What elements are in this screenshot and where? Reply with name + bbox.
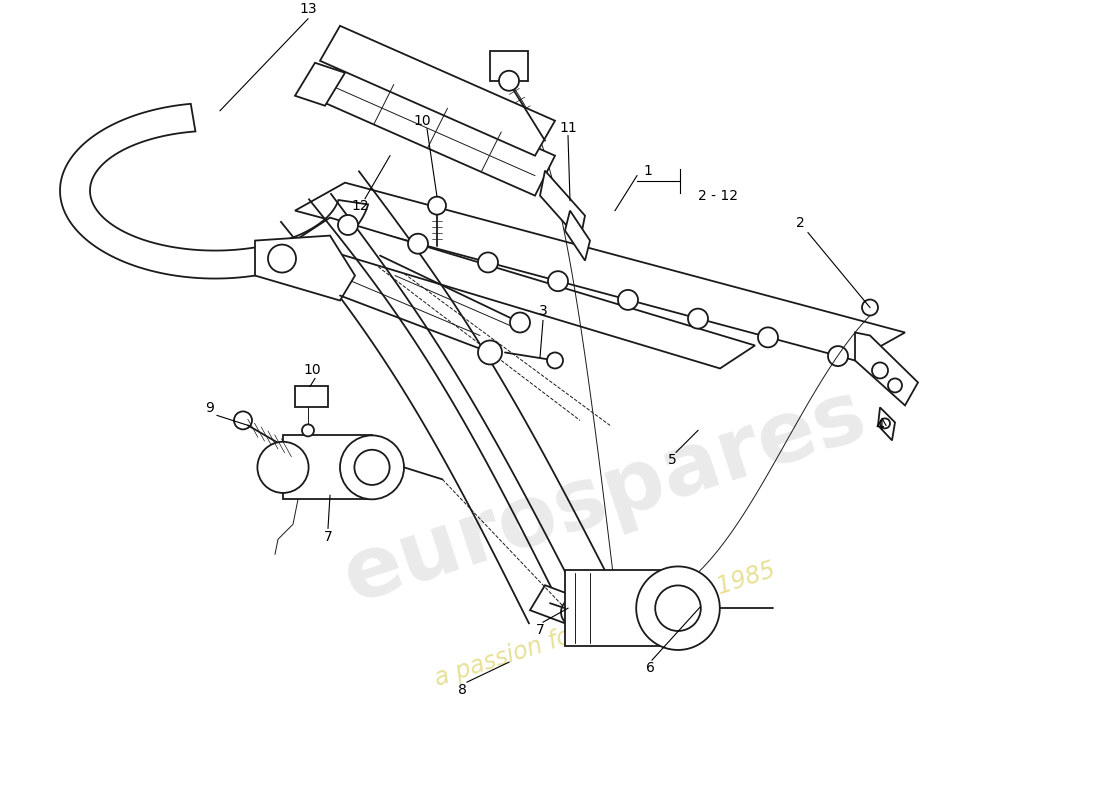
Polygon shape (295, 182, 905, 361)
Text: 2: 2 (795, 216, 804, 230)
Polygon shape (320, 61, 556, 196)
Text: eurospares: eurospares (333, 373, 877, 620)
Circle shape (408, 234, 428, 254)
Text: 4: 4 (876, 419, 884, 434)
Circle shape (888, 378, 902, 393)
Circle shape (636, 566, 719, 650)
Circle shape (862, 299, 878, 315)
Circle shape (234, 411, 252, 430)
Circle shape (257, 442, 309, 493)
Polygon shape (855, 333, 918, 406)
Text: 7: 7 (536, 623, 544, 637)
Polygon shape (295, 218, 755, 369)
Circle shape (880, 418, 890, 428)
Circle shape (478, 253, 498, 273)
Text: 1: 1 (644, 164, 652, 178)
Polygon shape (540, 170, 585, 241)
Polygon shape (565, 570, 678, 646)
Polygon shape (490, 50, 528, 81)
Polygon shape (878, 407, 895, 440)
Polygon shape (565, 210, 590, 261)
Circle shape (302, 424, 313, 436)
Polygon shape (320, 26, 556, 156)
Text: 10: 10 (304, 363, 321, 378)
Text: 13: 13 (299, 2, 317, 16)
Circle shape (758, 327, 778, 347)
Circle shape (547, 353, 563, 369)
Polygon shape (60, 104, 369, 278)
Polygon shape (530, 586, 625, 640)
Text: 9: 9 (206, 402, 214, 415)
Circle shape (828, 346, 848, 366)
Text: 10: 10 (414, 114, 431, 128)
Circle shape (354, 450, 389, 485)
Circle shape (340, 435, 404, 499)
Circle shape (548, 271, 568, 291)
Text: 6: 6 (646, 661, 654, 675)
Circle shape (268, 245, 296, 273)
Circle shape (510, 313, 530, 333)
Circle shape (569, 606, 581, 618)
Circle shape (499, 70, 519, 90)
Polygon shape (255, 235, 355, 301)
Circle shape (872, 362, 888, 378)
Polygon shape (283, 435, 372, 499)
Text: 12: 12 (351, 198, 369, 213)
Circle shape (561, 598, 588, 626)
Circle shape (428, 197, 446, 214)
Text: 3: 3 (539, 303, 548, 318)
Text: 8: 8 (458, 683, 466, 697)
Text: 11: 11 (559, 121, 576, 134)
Circle shape (478, 341, 502, 365)
Text: 5: 5 (668, 454, 676, 467)
Circle shape (618, 290, 638, 310)
Text: 7: 7 (323, 530, 332, 544)
Text: 2 - 12: 2 - 12 (698, 189, 738, 202)
Polygon shape (295, 386, 328, 407)
Polygon shape (295, 62, 345, 106)
Text: a passion for parts since 1985: a passion for parts since 1985 (431, 558, 779, 690)
Circle shape (688, 309, 708, 329)
Circle shape (338, 215, 358, 235)
Circle shape (656, 586, 701, 631)
